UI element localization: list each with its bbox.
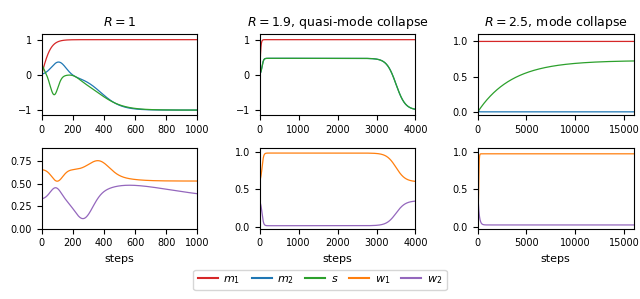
Legend: $m_1$, $m_2$, $s$, $w_1$, $w_2$: $m_1$, $m_2$, $s$, $w_1$, $w_2$: [193, 270, 447, 290]
Title: $R = 2.5$, mode collapse: $R = 2.5$, mode collapse: [484, 14, 628, 31]
X-axis label: steps: steps: [104, 254, 134, 264]
Title: $R = 1.9$, quasi-mode collapse: $R = 1.9$, quasi-mode collapse: [247, 14, 428, 31]
X-axis label: steps: steps: [323, 254, 353, 264]
X-axis label: steps: steps: [541, 254, 571, 264]
Title: $R = 1$: $R = 1$: [103, 16, 136, 29]
